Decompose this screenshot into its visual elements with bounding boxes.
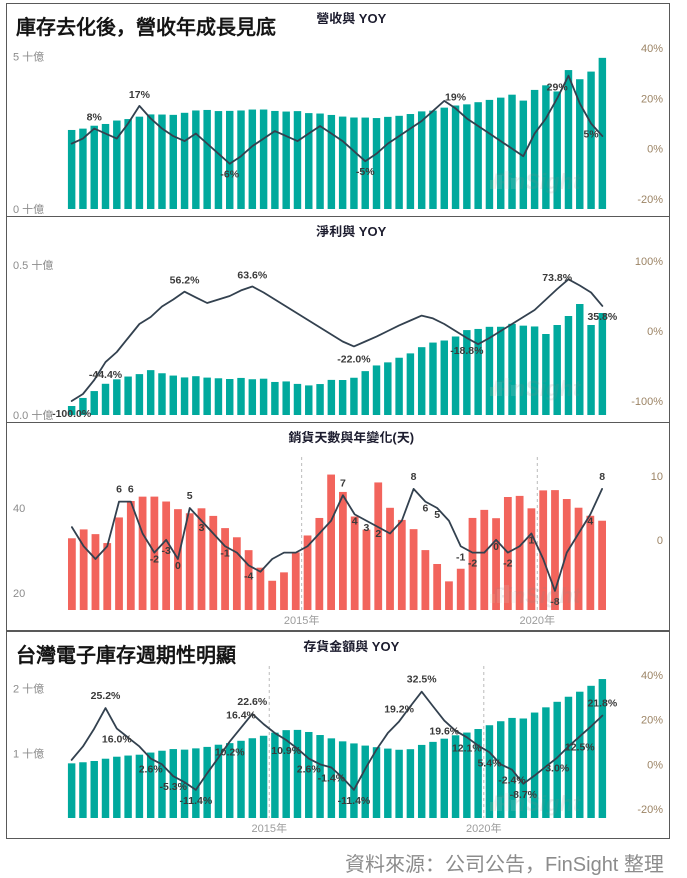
svg-text:-5%: -5% [356,166,375,178]
svg-text:4: 4 [352,515,358,527]
svg-text:7: 7 [340,477,346,489]
svg-text:10: 10 [651,471,663,483]
svg-text:-1: -1 [456,551,465,563]
svg-text:2020年: 2020年 [466,822,501,835]
svg-text:-2: -2 [468,558,477,570]
svg-text:-1.4%: -1.4% [318,772,346,784]
svg-text:2015年: 2015年 [252,822,287,835]
svg-text:-4: -4 [244,570,253,582]
svg-text:32.5%: 32.5% [407,674,437,686]
svg-text:0%: 0% [647,326,663,338]
svg-text:-22.0%: -22.0% [337,353,371,365]
svg-text:12.5%: 12.5% [565,741,595,753]
svg-text:21.8%: 21.8% [587,698,617,710]
svg-text:5%: 5% [583,129,599,141]
svg-text:8: 8 [411,471,417,483]
svg-text:0%: 0% [647,144,663,156]
svg-text:8%: 8% [87,112,103,124]
svg-text:56.2%: 56.2% [170,275,200,287]
svg-text:6: 6 [128,484,134,496]
svg-text:-11.4%: -11.4% [179,795,212,807]
svg-text:0.0 十億: 0.0 十億 [13,409,53,422]
svg-text:0: 0 [175,560,181,572]
svg-text:40%: 40% [641,670,663,682]
svg-text:10.9%: 10.9% [271,745,301,757]
svg-text:73.8%: 73.8% [542,272,572,284]
svg-text:-18.8%: -18.8% [450,345,484,357]
svg-text:16.4%: 16.4% [226,710,256,722]
svg-text:2: 2 [375,528,381,540]
svg-text:2 十億: 2 十億 [13,683,44,696]
svg-text:0.5 十億: 0.5 十億 [13,259,53,272]
svg-text:0: 0 [657,535,663,547]
svg-text:-1: -1 [220,547,229,559]
svg-text:17%: 17% [129,89,151,101]
svg-text:5.4%: 5.4% [477,757,502,769]
svg-text:-20%: -20% [637,804,663,816]
svg-text:6: 6 [422,503,428,515]
svg-text:-44.4%: -44.4% [89,369,123,381]
svg-text:1 十億: 1 十億 [13,747,44,760]
svg-text:20%: 20% [641,715,663,727]
svg-text:63.6%: 63.6% [237,269,267,281]
svg-text:2020年: 2020年 [520,614,555,627]
svg-text:-2.4%: -2.4% [498,775,526,787]
svg-text:-2: -2 [503,558,512,570]
svg-text:3: 3 [364,522,370,534]
svg-text:0: 0 [493,541,499,553]
svg-text:100%: 100% [635,256,663,268]
svg-text:-6%: -6% [220,169,239,181]
svg-text:5: 5 [187,490,193,502]
svg-text:12.1%: 12.1% [452,742,482,754]
svg-text:8: 8 [599,471,605,483]
svg-text:1: 1 [528,535,534,547]
svg-text:10.2%: 10.2% [215,747,245,759]
svg-text:-3: -3 [161,545,170,557]
svg-text:-5.3%: -5.3% [160,781,188,793]
svg-text:19.6%: 19.6% [429,726,459,738]
svg-text:5: 5 [434,509,440,521]
svg-text:-20%: -20% [637,194,663,206]
svg-text:2015年: 2015年 [284,614,319,627]
svg-text:6: 6 [116,484,122,496]
svg-text:3.0%: 3.0% [545,763,570,775]
svg-text:-100.0%: -100.0% [52,408,92,420]
svg-text:5 十億: 5 十億 [13,50,44,63]
svg-text:40: 40 [13,503,25,515]
svg-text:20%: 20% [641,93,663,105]
svg-text:-2: -2 [150,554,159,566]
svg-text:3: 3 [199,522,205,534]
svg-text:0%: 0% [647,759,663,771]
svg-text:22.6%: 22.6% [237,696,267,708]
svg-text:-11.4%: -11.4% [338,795,371,807]
svg-text:40%: 40% [641,43,663,55]
svg-text:16.0%: 16.0% [102,734,132,746]
svg-text:20: 20 [13,588,25,600]
svg-text:19.2%: 19.2% [384,703,414,715]
svg-text:29%: 29% [547,81,569,93]
svg-text:-100%: -100% [631,396,663,408]
svg-text:35.8%: 35.8% [587,311,617,323]
svg-text:0 十億: 0 十億 [13,203,44,216]
svg-text:4: 4 [587,515,593,527]
svg-text:25.2%: 25.2% [91,690,121,702]
svg-text:19%: 19% [445,91,467,103]
svg-text:2.6%: 2.6% [139,764,164,776]
